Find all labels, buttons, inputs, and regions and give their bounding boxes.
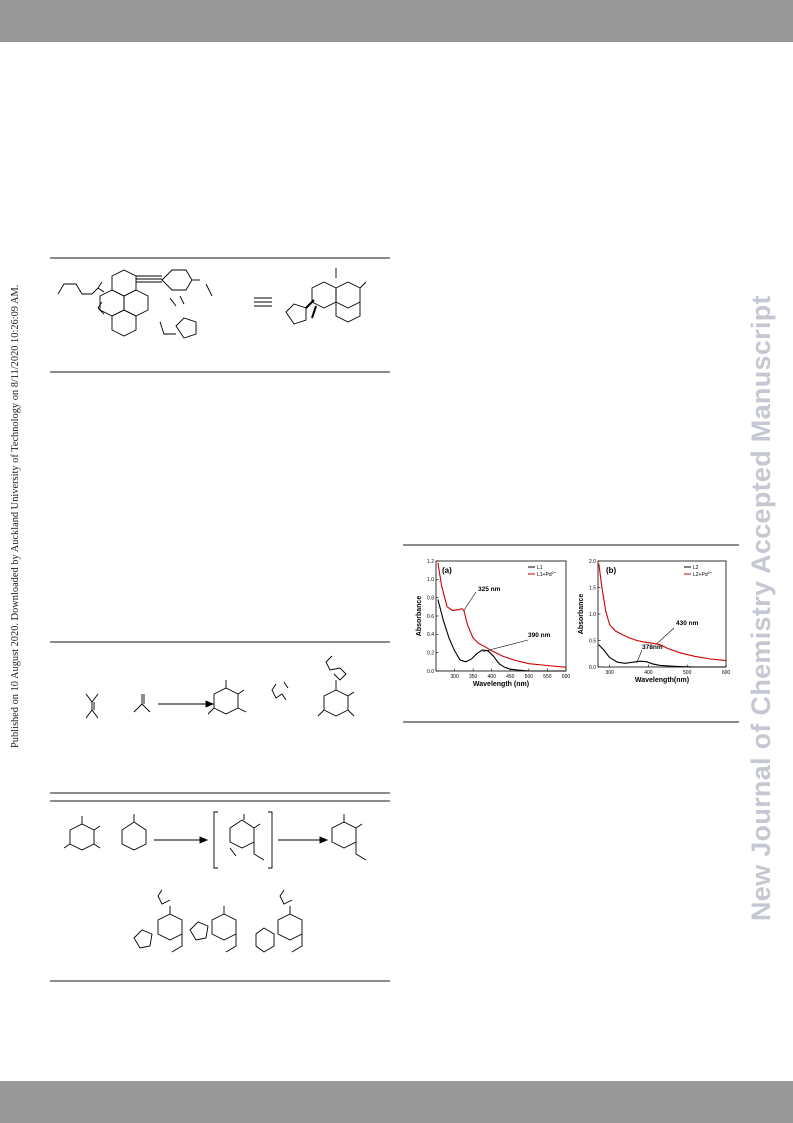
scheme1-reactant-b (133, 694, 151, 713)
chart-b-legend-entry: L2 (693, 565, 699, 571)
synthesis-scheme-1 (85, 655, 355, 719)
chart-b-x-tick-label: 600 (722, 670, 731, 676)
chart-a-x-tick-label: 350 (469, 674, 478, 680)
scheme2-intermediate (213, 811, 273, 869)
chart-b-x-axis-label: Wavelength(nm) (635, 677, 689, 684)
chart-a-x-tick-label: 600 (562, 674, 571, 680)
ligand-right-structure (285, 268, 367, 325)
chart-a-annotation-pointer (482, 639, 529, 653)
scheme1-product-b (317, 655, 355, 717)
chart-b-y-tick-label: 2.0 (589, 559, 596, 565)
chart-b-annotation-pointer (636, 649, 643, 663)
chart-a-series-l1-pd-line (437, 562, 567, 668)
chart-a-y-tick-label: 0.4 (427, 632, 434, 638)
chart-a-legend-entry: L1 (537, 565, 543, 571)
chart-a-x-tick-label: 450 (506, 674, 515, 680)
scheme2-product (331, 814, 367, 861)
chart-a-annotation: 325 nm (478, 586, 501, 593)
uv-vis-chart-a: 300 350 400 450 500 550 600 0.0 0.2 0.4 0.6 0.8 1.0 1… (416, 559, 571, 688)
uv-vis-chart-b: 300 400 500 600 0.0 0.5 1.0 1.5 2.0 Wavelength(nm… (578, 559, 731, 684)
chart-a-y-tick-label: 0.0 (427, 669, 434, 675)
chart-a-series-l1-line (437, 599, 566, 672)
scheme1-arrow (158, 700, 215, 708)
chart-b-y-tick-label: 0.0 (589, 665, 596, 671)
chart-a-x-tick-label: 500 (525, 674, 534, 680)
chart-b-annotation-pointer (655, 627, 675, 645)
scheme1-product-a (207, 680, 247, 715)
chart-a-y-tick-label: 0.2 (427, 650, 434, 656)
chart-a-y-tick-label: 1.2 (427, 559, 434, 565)
synthesis-scheme-2 (63, 811, 367, 953)
chart-b-y-tick-label: 1.5 (589, 585, 596, 591)
chart-a-y-tick-label: 1.0 (427, 577, 434, 583)
chart-b-y-axis-label: Absorbance (578, 594, 585, 635)
chart-b-series-l2-pd-line (598, 563, 727, 662)
chart-b-legend-label: L2+Pd (693, 572, 708, 578)
scheme1-reagent (271, 681, 289, 701)
chart-b-series-l2-line (598, 644, 726, 668)
chart-a-y-tick-label: 0.6 (427, 614, 434, 620)
published-note: Published on 10 August 2020. Downloaded … (10, 284, 21, 748)
scheme1-top-rule (50, 641, 390, 643)
chart-b-panel-label: (b) (606, 566, 617, 575)
chart-a-y-axis-label: Absorbance (416, 596, 423, 637)
chart-a-legend-label: L1+Pd (537, 572, 552, 578)
scheme2-arrow-1 (154, 836, 209, 844)
chart-b-annotation: 378nm (642, 644, 663, 651)
chart-a-y-tick-label: 0.8 (427, 595, 434, 601)
chart-a-x-tick-label: 550 (543, 674, 552, 680)
scheme2-bottom-rule (50, 980, 390, 982)
chart-b-legend-superscript: 2+ (708, 570, 713, 575)
scheme2-derivative-2 (189, 906, 237, 953)
chart-a-legend-label: L1 (537, 565, 543, 571)
scheme1-bottom-rule (50, 792, 390, 794)
scheme1-reactant-a (85, 693, 99, 719)
chart-a-x-tick-label: 400 (488, 674, 497, 680)
chart-b-legend-label: L2 (693, 565, 699, 571)
footer-band (0, 1081, 793, 1123)
ligand-structure-figure (57, 268, 367, 339)
chart-b-y-tick-label: 0.5 (589, 638, 596, 644)
chart-a-legend-superscript: 2+ (552, 570, 557, 575)
chart-a-annotation: 390 nm (528, 632, 551, 639)
chart-b-annotation: 430 nm (676, 620, 699, 627)
scheme2-derivative-3 (255, 889, 303, 953)
equivalence-symbol (254, 297, 272, 307)
scheme2-top-rule (50, 800, 390, 802)
chart-b-legend-entry: L2+Pd2+ (693, 570, 713, 578)
figure1-bottom-rule (50, 371, 390, 373)
scheme2-reactant-b (121, 814, 147, 851)
ligand-left-structure (57, 269, 213, 339)
figure2-bottom-rule (403, 721, 739, 723)
figure1-top-rule (50, 257, 390, 259)
journal-watermark: New Journal of Chemistry Accepted Manusc… (746, 295, 776, 921)
header-band (0, 0, 793, 42)
scheme2-arrow-2 (278, 836, 329, 844)
chart-b-y-tick-label: 1.0 (589, 612, 596, 618)
scheme2-reactant-a (63, 816, 101, 851)
chart-b-x-tick-label: 500 (683, 670, 692, 676)
chart-b-x-tick-label: 400 (644, 670, 653, 676)
chart-a-x-axis-label: Wavelength (nm) (473, 681, 529, 688)
figure2-top-rule (403, 544, 739, 546)
chart-a-annotation-pointer (463, 591, 477, 611)
chart-a-legend-entry: L1+Pd2+ (537, 570, 557, 578)
chart-a-x-tick-label: 300 (450, 674, 459, 680)
scheme2-derivative-1 (133, 889, 183, 953)
chart-b-x-tick-label: 300 (605, 670, 614, 676)
chart-a-panel-label: (a) (442, 566, 452, 575)
